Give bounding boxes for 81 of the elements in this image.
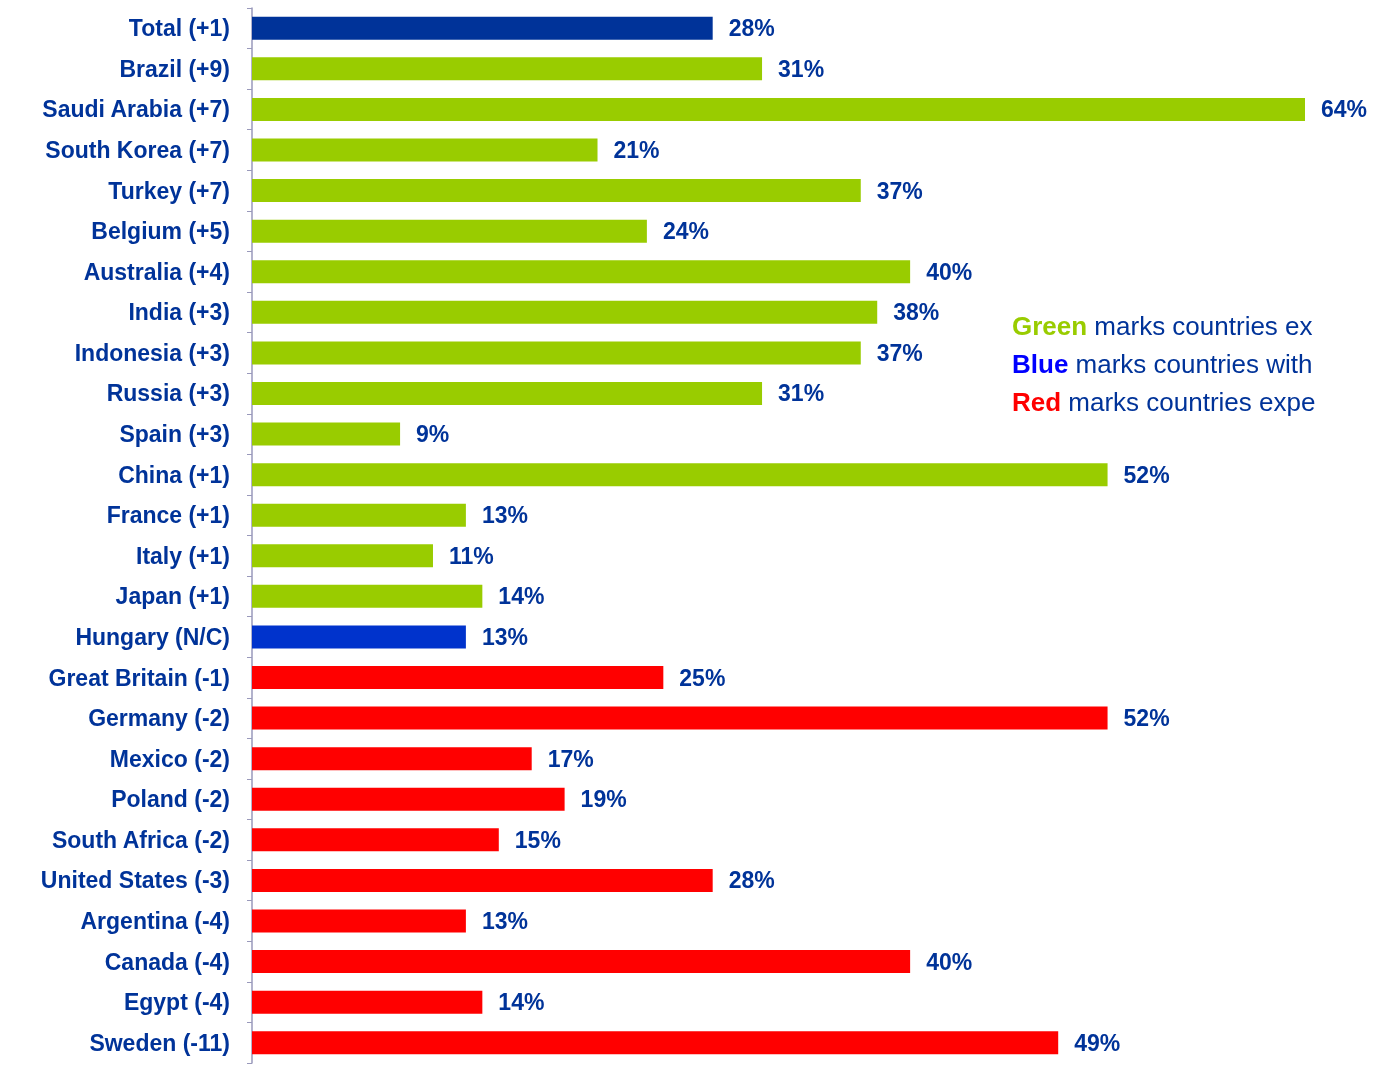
data-label: 49% [1074, 1029, 1121, 1056]
data-label: 11% [448, 542, 494, 569]
data-label: 64% [1321, 96, 1368, 123]
bar [252, 666, 664, 690]
data-label: 52% [1123, 461, 1170, 488]
bar [252, 950, 911, 974]
bar [252, 97, 1305, 121]
bar [252, 828, 499, 852]
bar [252, 300, 878, 324]
annotation: Blue marks countries with [1012, 349, 1313, 379]
y-tick-label: Hungary (N/C) [75, 623, 230, 650]
bar [252, 341, 861, 365]
data-label: 52% [1123, 705, 1170, 732]
data-label: 37% [876, 177, 923, 204]
bar [252, 747, 532, 771]
bar [252, 1031, 1059, 1055]
y-tick-label: Spain (+3) [119, 421, 230, 448]
y-tick-label: Poland (-2) [111, 786, 230, 813]
data-label: 14% [498, 583, 545, 610]
y-tick-label: Mexico (-2) [109, 745, 230, 772]
y-tick-label: Japan (+1) [115, 583, 230, 610]
bar [252, 584, 483, 608]
bar [252, 57, 763, 81]
y-tick-label: Total (+1) [128, 15, 230, 42]
bar [252, 868, 713, 892]
y-tick-label: Indonesia (+3) [74, 339, 230, 366]
data-label: 9% [416, 421, 450, 448]
y-tick-label: Italy (+1) [136, 542, 230, 569]
data-label: 14% [498, 989, 545, 1016]
bar [252, 625, 466, 649]
data-label: 13% [481, 502, 528, 529]
y-tick-label: Germany (-2) [88, 705, 230, 732]
y-tick-label: Argentina (-4) [80, 907, 230, 934]
bar [252, 138, 598, 162]
y-tick-label: Belgium (+5) [91, 218, 230, 245]
y-tick-label: France (+1) [106, 502, 230, 529]
data-label: 21% [613, 137, 660, 164]
data-label: 31% [778, 55, 825, 82]
data-label: 37% [876, 339, 923, 366]
y-tick-label: Canada (-4) [104, 948, 230, 975]
bar [252, 706, 1108, 730]
data-label: 38% [893, 299, 940, 326]
data-label: 19% [580, 786, 627, 813]
y-tick-label: Australia (+4) [83, 258, 230, 285]
bar [252, 260, 911, 284]
data-label: 17% [547, 745, 594, 772]
data-label: 24% [662, 218, 709, 245]
y-tick-label: Brazil (+9) [119, 55, 230, 82]
bar [252, 909, 466, 933]
bar [252, 381, 763, 405]
y-tick-label: South Africa (-2) [51, 826, 230, 853]
data-label: 28% [728, 15, 775, 42]
data-label: 13% [481, 907, 528, 934]
y-tick-label: United States (-3) [40, 867, 230, 894]
data-label: 31% [778, 380, 825, 407]
bar [252, 422, 401, 446]
annotation: Red marks countries expe [1012, 387, 1316, 417]
y-tick-label: Russia (+3) [106, 380, 230, 407]
bar [252, 990, 483, 1014]
bar [252, 16, 713, 40]
bar [252, 787, 565, 811]
bar [252, 503, 466, 527]
y-tick-label: Egypt (-4) [123, 989, 230, 1016]
bar [252, 463, 1108, 487]
y-tick-label: Sweden (-11) [89, 1029, 230, 1056]
bar [252, 179, 861, 203]
data-label: 28% [728, 867, 775, 894]
y-tick-label: South Korea (+7) [45, 137, 230, 164]
y-tick-label: Turkey (+7) [108, 177, 230, 204]
annotation: Green marks countries ex [1012, 311, 1313, 341]
data-label: 15% [514, 826, 561, 853]
y-tick-label: Great Britain (-1) [48, 664, 230, 691]
data-label: 40% [926, 948, 973, 975]
y-tick-label: Saudi Arabia (+7) [42, 96, 230, 123]
data-label: 13% [481, 623, 528, 650]
y-tick-label: China (+1) [118, 461, 230, 488]
data-label: 25% [679, 664, 726, 691]
data-label: 40% [926, 258, 973, 285]
y-tick-label: India (+3) [128, 299, 230, 326]
bar [252, 544, 433, 568]
bar [252, 219, 647, 243]
